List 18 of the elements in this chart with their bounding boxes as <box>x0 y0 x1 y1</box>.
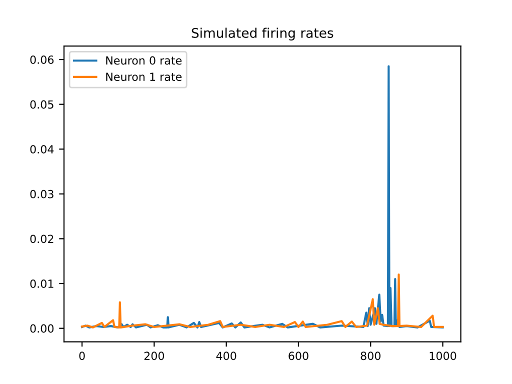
line-series <box>80 65 444 328</box>
y-tick-label: 0.03 <box>30 190 54 198</box>
x-tick-label: 1000 <box>430 352 456 360</box>
x-tick-label: 0 <box>79 352 85 360</box>
line-series <box>80 274 444 328</box>
y-tick-label: 0.05 <box>30 100 54 109</box>
y-tick-label: 0.04 <box>30 145 54 154</box>
x-tick-label: 200 <box>144 352 164 360</box>
chart-title: Simulated firing rates <box>192 28 334 40</box>
x-tick-label: 800 <box>360 352 380 360</box>
legend-label: Neuron 0 rate <box>106 56 182 65</box>
y-tick-label: 0.02 <box>30 234 54 244</box>
y-tick-label: 0.00 <box>30 324 54 333</box>
x-tick-label: 400 <box>216 352 236 360</box>
legend-label: Neuron 1 rate <box>106 72 182 81</box>
x-tick-label: 600 <box>288 352 308 360</box>
y-tick-label: 0.01 <box>30 279 54 288</box>
y-tick-label: 0.06 <box>30 55 54 64</box>
